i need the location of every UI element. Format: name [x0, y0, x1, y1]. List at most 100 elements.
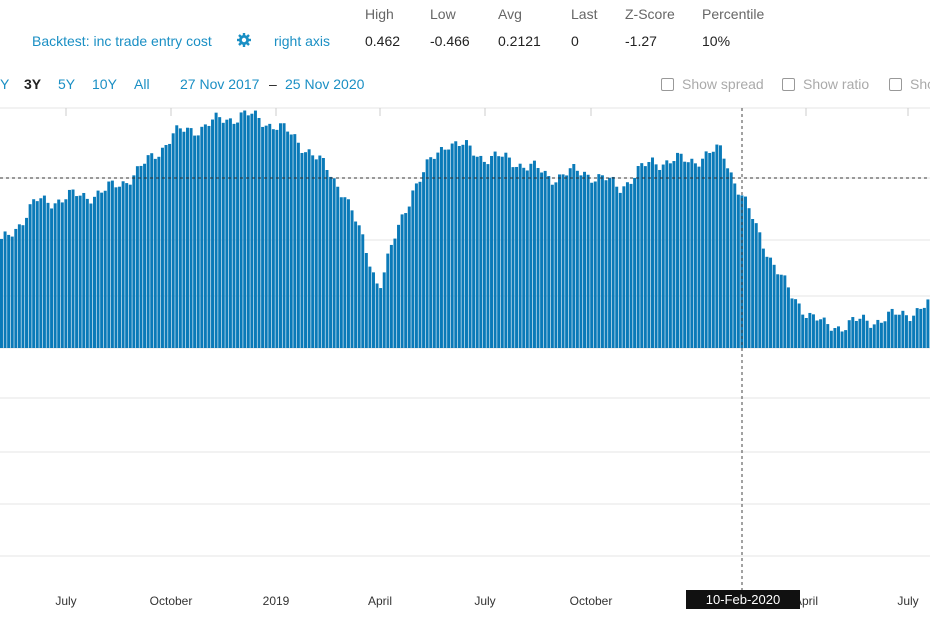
chart-bar[interactable]: [708, 153, 712, 348]
show-spread-checkbox[interactable]: Show spread: [661, 76, 764, 92]
chart-bar[interactable]: [0, 238, 3, 348]
chart-bar[interactable]: [926, 299, 930, 348]
chart-bar[interactable]: [7, 234, 11, 348]
chart-bar[interactable]: [711, 151, 715, 348]
chart-bar[interactable]: [439, 147, 443, 348]
chart-bar[interactable]: [597, 174, 601, 348]
chart-bar[interactable]: [693, 163, 697, 348]
chart-bar[interactable]: [636, 166, 640, 348]
chart-bar[interactable]: [296, 142, 300, 348]
chart-bar[interactable]: [668, 163, 672, 348]
chart-bar[interactable]: [908, 321, 912, 348]
chart-bar[interactable]: [25, 217, 29, 348]
chart-bar[interactable]: [271, 129, 275, 348]
chart-bar[interactable]: [189, 128, 193, 348]
chart-bar[interactable]: [486, 164, 490, 348]
chart-bar[interactable]: [515, 166, 519, 348]
chart-bar[interactable]: [686, 162, 690, 348]
chart-bar[interactable]: [497, 156, 501, 348]
chart-bar[interactable]: [754, 223, 758, 348]
chart-bar[interactable]: [461, 144, 465, 348]
chart-bar[interactable]: [794, 299, 798, 348]
chart-bar[interactable]: [268, 123, 272, 348]
chart-bar[interactable]: [78, 195, 82, 348]
chart-bar[interactable]: [837, 326, 840, 348]
chart-bar[interactable]: [472, 155, 476, 348]
chart-bar[interactable]: [507, 157, 511, 348]
chart-bar[interactable]: [618, 192, 622, 348]
chart-bar[interactable]: [228, 118, 232, 348]
chart-bar[interactable]: [264, 125, 268, 348]
chart-bar[interactable]: [815, 320, 819, 348]
chart-bar[interactable]: [561, 174, 565, 348]
chart-bar[interactable]: [60, 202, 64, 348]
chart-bar[interactable]: [121, 181, 125, 348]
range-button-cut[interactable]: Y: [0, 76, 10, 92]
chart-bar[interactable]: [862, 314, 866, 348]
chart-bar[interactable]: [150, 153, 154, 348]
chart-bar[interactable]: [132, 175, 136, 348]
chart-bar[interactable]: [615, 186, 619, 348]
chart-bar[interactable]: [643, 166, 647, 348]
chart-bar[interactable]: [379, 288, 383, 348]
chart-bar[interactable]: [772, 264, 776, 348]
chart-bar[interactable]: [275, 129, 279, 348]
chart-bar[interactable]: [196, 135, 200, 348]
chart-bar[interactable]: [844, 330, 848, 348]
chart-bar[interactable]: [67, 189, 71, 348]
chart-bar[interactable]: [808, 312, 812, 348]
chart-bar[interactable]: [103, 190, 107, 348]
chart-bar[interactable]: [547, 176, 551, 348]
chart-bar[interactable]: [633, 177, 637, 348]
chart-bar[interactable]: [779, 274, 783, 348]
chart-bar[interactable]: [922, 307, 926, 348]
range-button-10y[interactable]: 10Y: [92, 76, 117, 92]
chart-bar[interactable]: [912, 315, 916, 348]
chart-bar[interactable]: [804, 317, 808, 348]
chart-bar[interactable]: [865, 320, 869, 348]
chart-bar[interactable]: [361, 234, 365, 348]
chart-bar[interactable]: [883, 321, 887, 348]
chart-bar[interactable]: [665, 160, 669, 348]
chart-bar[interactable]: [611, 176, 615, 348]
chart-bar[interactable]: [21, 225, 25, 348]
chart-bar[interactable]: [346, 199, 350, 348]
chart-bar[interactable]: [39, 198, 43, 348]
chart-bar[interactable]: [833, 328, 837, 348]
chart-bar[interactable]: [218, 117, 222, 348]
chart-bar[interactable]: [82, 192, 86, 348]
checkbox-box[interactable]: [782, 77, 795, 91]
chart-bar[interactable]: [3, 231, 7, 348]
chart-bar[interactable]: [153, 158, 157, 348]
chart-bar[interactable]: [397, 224, 401, 348]
chart-bar[interactable]: [622, 186, 626, 348]
chart-bar[interactable]: [422, 172, 426, 348]
chart-bar[interactable]: [28, 204, 32, 348]
chart-bar[interactable]: [354, 221, 358, 348]
chart-bar[interactable]: [157, 156, 161, 348]
chart-bar[interactable]: [518, 163, 522, 348]
chart-bar[interactable]: [661, 164, 665, 348]
chart-bar[interactable]: [704, 151, 708, 348]
chart-bar[interactable]: [697, 166, 701, 348]
series-label-link[interactable]: Backtest: inc trade entry cost: [32, 33, 212, 49]
chart-bar[interactable]: [332, 178, 336, 348]
chart-bar[interactable]: [368, 266, 372, 348]
chart-bar[interactable]: [232, 123, 236, 348]
chart-bar[interactable]: [475, 156, 479, 348]
chart-bar[interactable]: [872, 324, 876, 348]
chart-bar[interactable]: [343, 197, 347, 348]
chart-bar[interactable]: [776, 274, 780, 348]
chart-bar[interactable]: [879, 322, 883, 348]
chart-bar[interactable]: [751, 219, 755, 348]
chart-bar[interactable]: [651, 157, 654, 349]
chart-bar[interactable]: [554, 182, 558, 348]
date-range-from[interactable]: 27 Nov 2017: [180, 76, 260, 92]
chart-bar[interactable]: [143, 163, 147, 348]
range-button-5y[interactable]: 5Y: [58, 76, 76, 92]
chart-bar[interactable]: [726, 168, 730, 348]
chart-bar[interactable]: [307, 149, 311, 348]
chart-bar[interactable]: [733, 183, 737, 348]
chart-bar[interactable]: [350, 210, 354, 348]
